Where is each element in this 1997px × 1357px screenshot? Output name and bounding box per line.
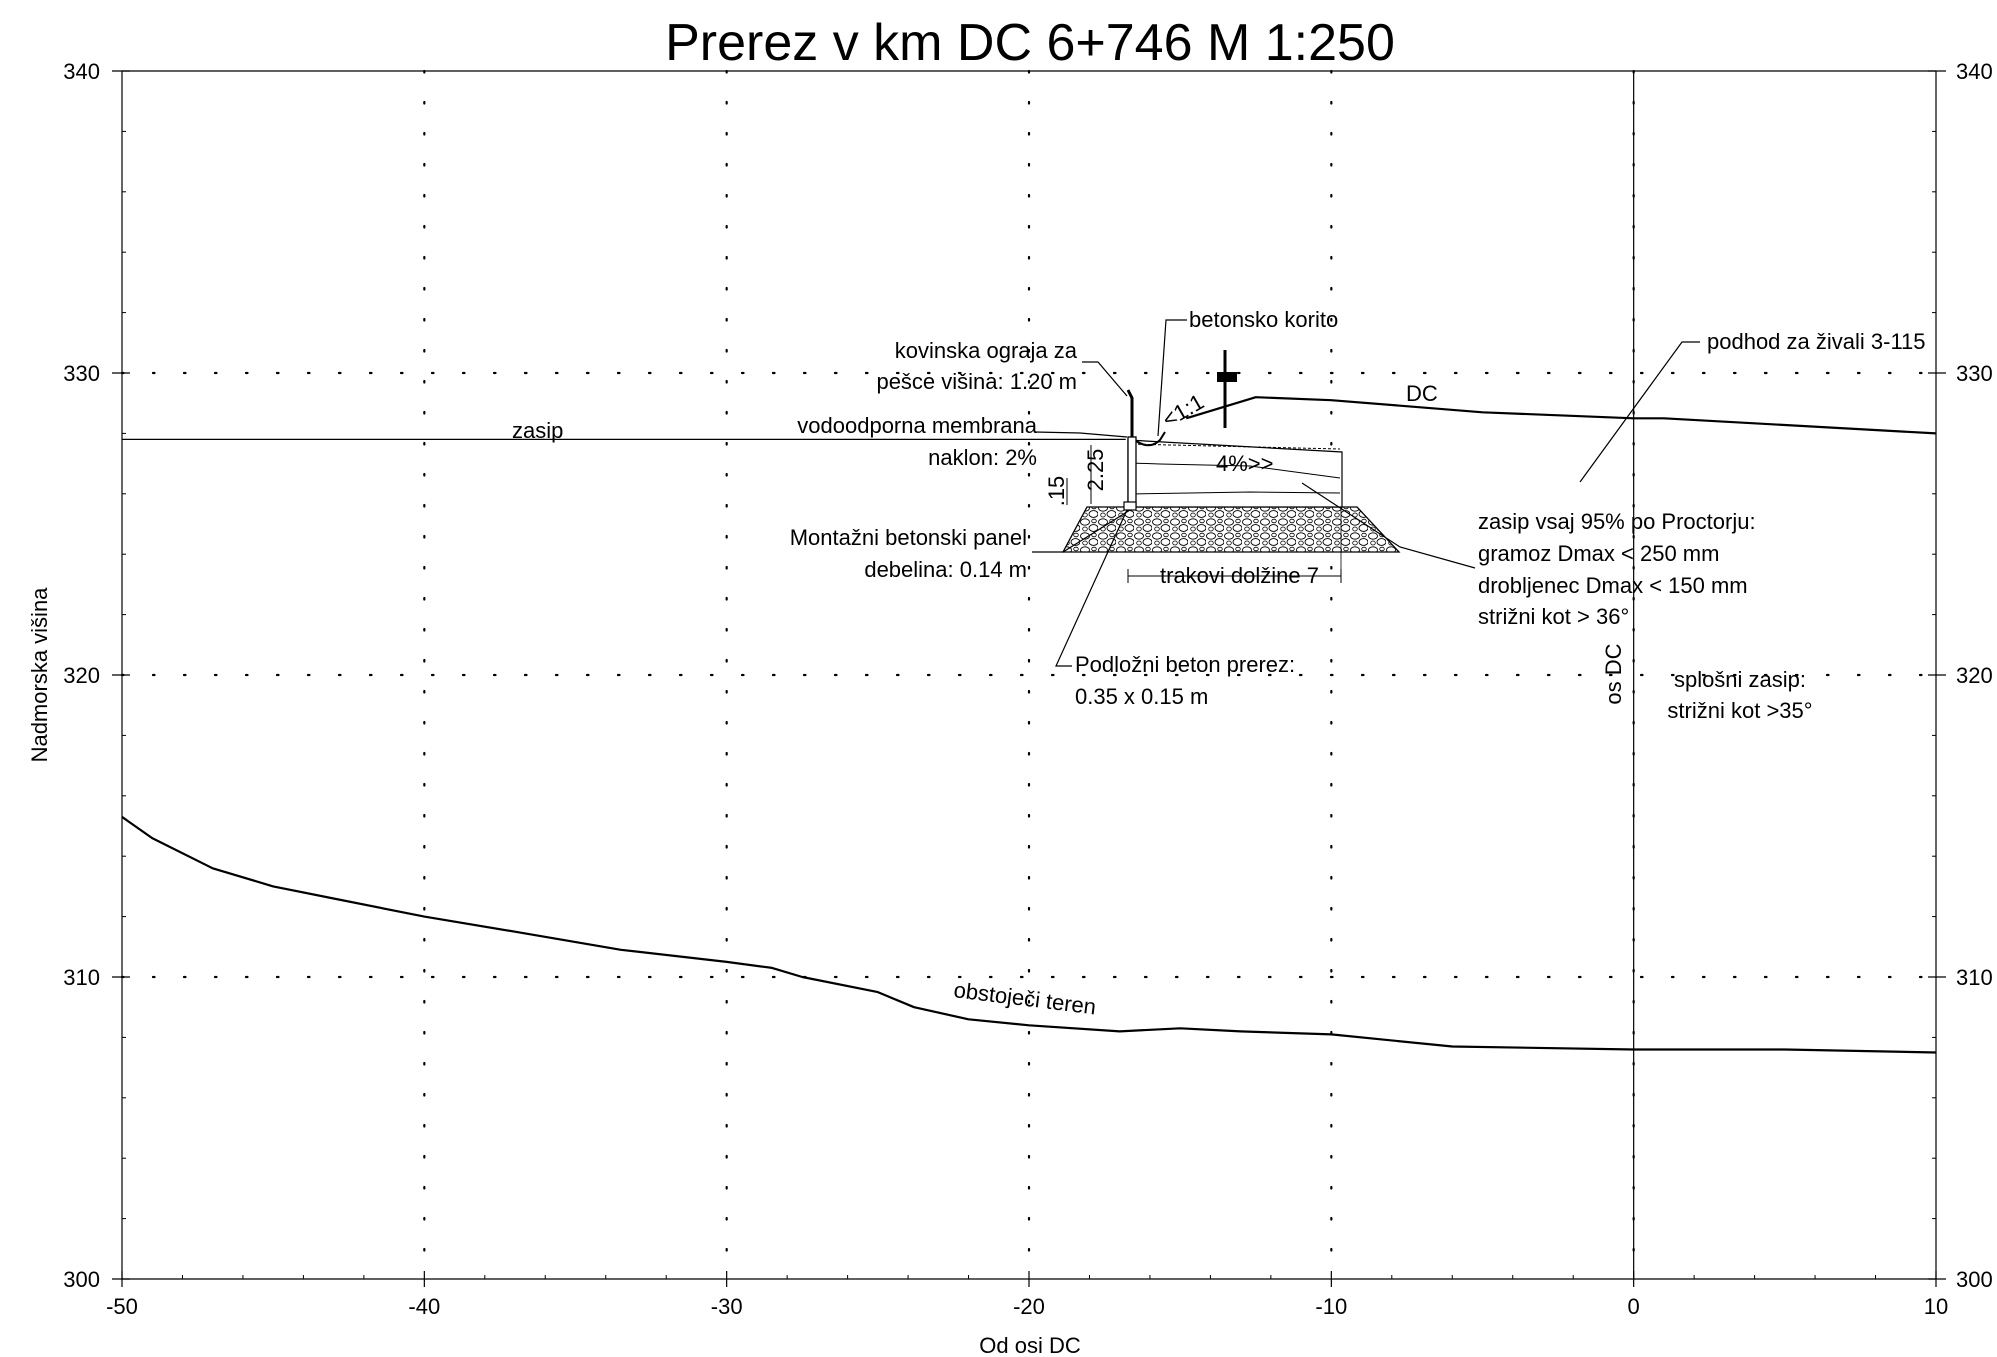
x-tick-label: -50 [106,1294,138,1319]
label-base-concrete-2: 0.35 x 0.15 m [1075,684,1208,709]
x-tick-label: -40 [408,1294,440,1319]
label-backfill-1: zasip vsaj 95% po Proctorju: [1478,509,1756,534]
y-tick-label-right: 300 [1956,1267,1993,1292]
y-tick-label-right: 320 [1956,663,1993,688]
x-tick-label: -10 [1315,1294,1347,1319]
label-slope-4pct: 4%>> [1216,451,1274,476]
label-os-dc: os DC [1601,643,1626,704]
label-backfill-2: gramoz Dmax < 250 mm [1478,541,1719,566]
label-panel-2: debelina: 0.14 m [864,557,1027,582]
x-tick-label: 0 [1628,1294,1640,1319]
gravel-bedding [1061,506,1401,553]
support-footing [1123,501,1137,511]
label-dim-015: .15 [1044,476,1069,507]
y-tick-label-right: 310 [1956,965,1993,990]
x-tick-label: -30 [711,1294,743,1319]
label-slope-1-1: <1:1 [1158,389,1208,432]
pedestrian-fence-icon [1126,389,1134,437]
waterproof-membrane [1127,443,1341,450]
leader-membrane [1034,431,1128,438]
wall-panel [1127,436,1137,508]
underpass-structure [1061,350,1401,583]
series-group [121,396,1937,1054]
y-tick-label-left: 320 [63,663,100,688]
series-line-existing-terrain [121,815,1937,1054]
annotations: zasip DC obstoječi teren os DC kovinska … [512,307,1926,1019]
chart-title: Prerez v km DC 6+746 M 1:250 [665,14,1395,72]
plot-frame [121,70,1937,1280]
label-backfill-4: strižni kot > 36° [1478,604,1629,629]
inner-arch-upper [1129,462,1341,479]
label-general-fill-2: strižni kot >35° [1667,698,1812,723]
x-axis-ticks: -50 -40 -30 -20 -10 0 10 [106,1271,1948,1319]
leader-panel [1032,509,1131,553]
sign-plate-icon [1217,372,1237,382]
label-zasip: zasip [512,418,563,443]
y-tick-label-left: 340 [63,59,100,84]
label-existing-terrain: obstoječi teren [952,977,1097,1019]
label-membrane-2: naklon: 2% [928,445,1037,470]
label-base-concrete-1: Podložni beton prerez: [1075,652,1295,677]
leader-channel [1157,319,1187,437]
label-panel-1: Montažni betonski panel [790,525,1027,550]
label-underpass: podhod za živali 3-115 [1707,329,1926,354]
label-dim-2-25: 2.25 [1083,449,1108,492]
label-fence-2: pešce višina: 1.20 m [876,369,1077,394]
dotted-grid [120,69,1938,1281]
leader-footing [1055,509,1128,667]
leader-lines [1032,319,1700,667]
y-tick-label-left: 310 [63,965,100,990]
inner-arch-lower [1129,491,1341,495]
y-tick-label-right: 340 [1956,59,1993,84]
y-axis-title: Nadmorska višina [27,587,52,763]
concrete-channel [1135,431,1166,447]
y-tick-label-right: 330 [1956,361,1993,386]
label-backfill-3: drobljenec Dmax < 150 mm [1478,573,1748,598]
series-line-dc-road [1185,396,1937,435]
leader-backfill [1301,482,1476,569]
label-strip-length: trakovi dolžine 7 [1160,563,1319,588]
label-fence-1: kovinska ograja za [895,338,1078,363]
label-concrete-channel: betonsko korito [1189,307,1338,332]
y-tick-label-left: 330 [63,361,100,386]
x-tick-label: 10 [1924,1294,1948,1319]
label-general-fill-1: splošni zasip: [1674,667,1806,692]
leader-fence [1082,361,1128,397]
label-dc: DC [1406,381,1438,406]
x-axis-title: Od osi DC [979,1333,1081,1357]
label-membrane-1: vodoodporna membrana [797,413,1037,438]
y-axis-ticks: 300 300 310 310 320 320 330 330 340 340 [63,59,1992,1292]
y-tick-label-left: 300 [63,1267,100,1292]
x-tick-label: -20 [1013,1294,1045,1319]
leader-underpass [1579,341,1700,483]
